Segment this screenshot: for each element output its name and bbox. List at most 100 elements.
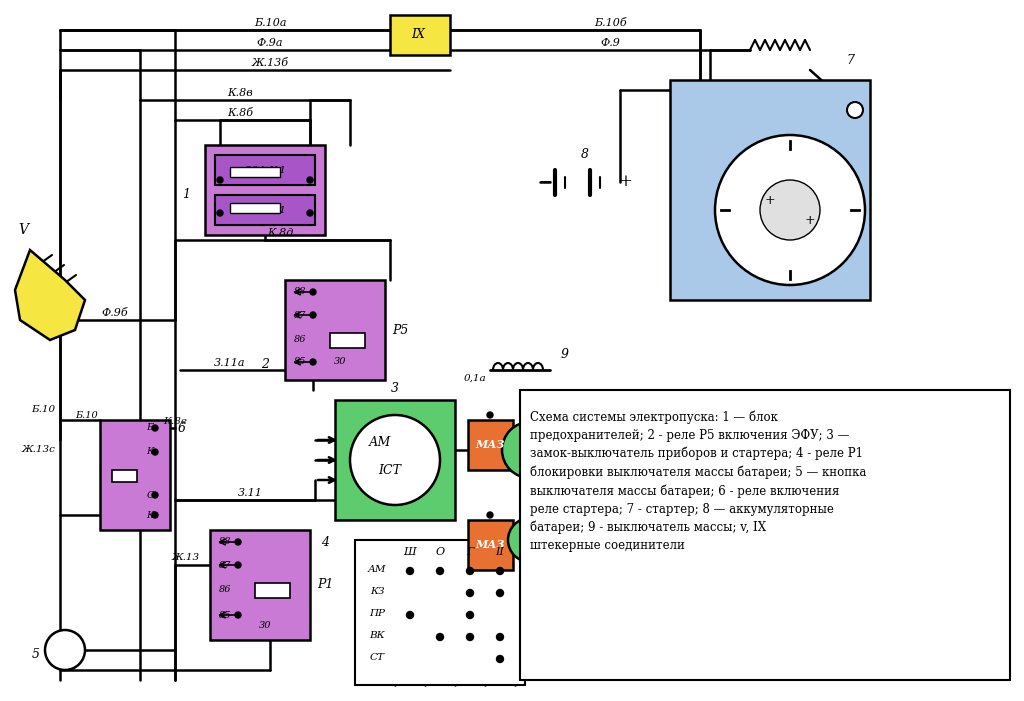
Circle shape xyxy=(307,177,313,183)
Circle shape xyxy=(715,135,865,285)
Circle shape xyxy=(234,612,241,618)
Text: IX: IX xyxy=(411,29,425,41)
Text: 85: 85 xyxy=(219,611,231,620)
Text: С: С xyxy=(146,491,154,500)
Text: Б: Б xyxy=(146,423,154,433)
Circle shape xyxy=(310,289,316,295)
Text: II: II xyxy=(496,547,505,557)
Text: Ш: Ш xyxy=(403,547,417,557)
Text: 3.11: 3.11 xyxy=(238,488,262,498)
Text: Б.10а: Б.10а xyxy=(254,18,287,28)
Bar xyxy=(255,583,290,598)
Text: 3.11а: 3.11а xyxy=(214,358,246,368)
Text: Схема системы электропуска: 1 — блок
предохранителей; 2 - реле Р5 включения ЭФУ;: Схема системы электропуска: 1 — блок пре… xyxy=(530,410,866,552)
Text: Ф.9: Ф.9 xyxy=(600,38,620,48)
Bar xyxy=(215,155,315,185)
Text: 88: 88 xyxy=(294,287,306,297)
Polygon shape xyxy=(15,250,85,340)
Text: АМ: АМ xyxy=(368,566,386,575)
Circle shape xyxy=(436,634,443,641)
Text: Б.10: Б.10 xyxy=(76,411,98,419)
Text: О: О xyxy=(435,547,444,557)
Text: ПР: ПР xyxy=(369,609,385,618)
Bar xyxy=(520,390,1010,680)
Circle shape xyxy=(502,422,558,478)
Bar xyxy=(210,530,310,640)
Bar xyxy=(468,420,513,470)
Circle shape xyxy=(407,568,414,575)
Text: 60А №1: 60А №1 xyxy=(245,205,286,215)
Circle shape xyxy=(310,312,316,318)
Text: 1: 1 xyxy=(182,189,190,201)
Text: СТ: СТ xyxy=(370,653,384,662)
Text: 86: 86 xyxy=(219,585,231,594)
Circle shape xyxy=(234,562,241,568)
Text: Г: Г xyxy=(466,547,474,557)
Text: 7: 7 xyxy=(846,53,854,67)
Text: 9: 9 xyxy=(561,348,569,362)
Text: К.8б: К.8б xyxy=(227,108,253,118)
Circle shape xyxy=(497,655,504,662)
Text: Ж.13с: Ж.13с xyxy=(22,446,55,454)
Circle shape xyxy=(497,634,504,641)
Text: Б.10: Б.10 xyxy=(31,405,55,414)
Text: 30: 30 xyxy=(334,358,346,367)
Circle shape xyxy=(508,518,552,562)
Circle shape xyxy=(152,449,158,455)
Text: К.8е: К.8е xyxy=(163,418,187,426)
Text: Ф.9а: Ф.9а xyxy=(257,38,284,48)
Circle shape xyxy=(467,590,473,597)
Bar xyxy=(230,167,280,177)
Text: 5: 5 xyxy=(32,648,40,662)
Circle shape xyxy=(467,568,473,575)
Bar xyxy=(390,15,450,55)
Text: КЗ: КЗ xyxy=(370,587,384,597)
Circle shape xyxy=(45,630,85,670)
Text: ВК: ВК xyxy=(370,632,385,641)
Text: 30А №1: 30А №1 xyxy=(245,165,286,175)
Bar xyxy=(335,400,455,520)
Circle shape xyxy=(760,180,820,240)
Circle shape xyxy=(436,568,443,575)
Circle shape xyxy=(487,412,493,418)
Text: МАЗ: МАЗ xyxy=(475,440,505,451)
Text: 85: 85 xyxy=(294,358,306,367)
Circle shape xyxy=(350,415,440,505)
Text: Ф.9б: Ф.9б xyxy=(101,308,128,318)
Circle shape xyxy=(152,425,158,431)
Circle shape xyxy=(152,512,158,518)
Text: IСТ: IСТ xyxy=(379,463,401,477)
Text: 2: 2 xyxy=(261,358,269,372)
Circle shape xyxy=(310,359,316,365)
Circle shape xyxy=(407,611,414,618)
Circle shape xyxy=(217,177,223,183)
Text: 3: 3 xyxy=(391,381,399,395)
Text: 30: 30 xyxy=(259,620,271,629)
Circle shape xyxy=(847,102,863,118)
Text: АМ: АМ xyxy=(369,435,391,449)
Text: Ж.13б: Ж.13б xyxy=(252,58,289,68)
Bar xyxy=(285,280,385,380)
Circle shape xyxy=(234,539,241,545)
Bar xyxy=(230,203,280,213)
Bar xyxy=(100,420,170,530)
Text: Р5: Р5 xyxy=(392,323,409,336)
Circle shape xyxy=(217,210,223,216)
Circle shape xyxy=(467,634,473,641)
Bar xyxy=(205,145,325,235)
Text: К: К xyxy=(146,447,154,456)
Bar xyxy=(355,540,525,685)
Text: К.8д: К.8д xyxy=(267,228,293,238)
Text: +: + xyxy=(805,214,815,226)
Text: +: + xyxy=(618,174,632,191)
Circle shape xyxy=(497,568,504,575)
Bar xyxy=(112,470,137,482)
Text: 0,1а: 0,1а xyxy=(464,374,486,383)
Text: −: − xyxy=(538,174,552,191)
Circle shape xyxy=(307,210,313,216)
Circle shape xyxy=(467,611,473,618)
Bar xyxy=(468,520,513,570)
Bar xyxy=(215,195,315,225)
Text: 88: 88 xyxy=(219,538,231,547)
Text: К.8в: К.8в xyxy=(227,88,253,98)
